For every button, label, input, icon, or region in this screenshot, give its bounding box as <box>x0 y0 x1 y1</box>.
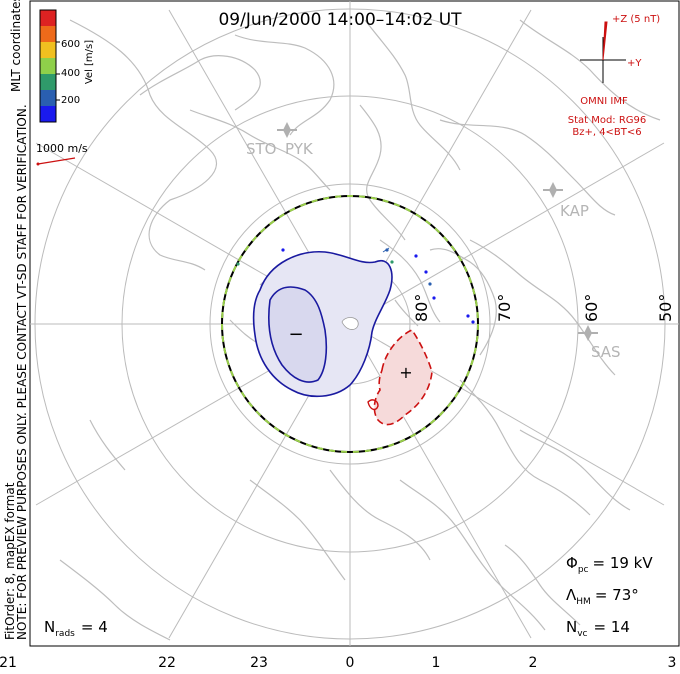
mlt-label-21: 21 <box>0 655 17 671</box>
mlt-label-0: 0 <box>346 655 355 671</box>
station-sas: SAS <box>578 325 621 361</box>
imf-source: OMNI IMF <box>580 96 628 107</box>
station-sto-pyk: STO PYK <box>246 122 314 158</box>
pole-marker <box>341 317 359 330</box>
imf-y-label: +Y <box>627 58 642 69</box>
stat-lambda-hm: ΛHM = 73° <box>566 586 639 607</box>
colorbar-tick-200: 200 <box>61 95 80 106</box>
station-kap: KAP <box>543 182 589 220</box>
station-label-sto: STO <box>246 140 277 158</box>
latitude-label-50: 50° <box>656 294 675 322</box>
colorbar-label: Vel [m/s] <box>84 40 95 84</box>
mlt-label-2: 2 <box>529 655 538 671</box>
latitude-labels: 80° 70° 60° 50° <box>412 294 675 322</box>
positive-cell-sign: + <box>399 363 412 382</box>
mlt-label-22: 22 <box>158 655 176 671</box>
stat-nrads: Nrads = 4 <box>44 618 108 639</box>
station-label-kap: KAP <box>560 202 589 220</box>
positive-convection-cell: + <box>367 329 433 426</box>
hm-boundary-green <box>221 195 479 453</box>
negative-cell-sign: − <box>288 324 303 345</box>
imf-condition: Bz+, 4<BT<6 <box>572 127 641 138</box>
preview-note: NOTE: FOR PREVIEW PURPOSES ONLY. PLEASE … <box>15 104 29 640</box>
colorbar-tick-600: 600 <box>61 39 80 50</box>
latitude-label-70: 70° <box>495 294 514 322</box>
mlt-label-1: 1 <box>432 655 441 671</box>
coordinates-note: MLT coordinates <box>9 0 23 92</box>
map-title: 09/Jun/2000 14:00–14:02 UT <box>218 10 462 30</box>
station-label-pyk: PYK <box>285 140 314 158</box>
negative-convection-cell: − <box>252 251 393 398</box>
imf-model: Stat Mod: RG96 <box>568 115 647 126</box>
imf-z-label: +Z (5 nT) <box>612 14 660 25</box>
side-notes: NOTE: FOR PREVIEW PURPOSES ONLY. PLEASE … <box>3 0 29 640</box>
colorbar-tick-400: 400 <box>61 68 80 79</box>
imf-dial: +Z (5 nT) +Y OMNI IMF Stat Mod: RG96 Bz+… <box>568 14 661 138</box>
fit-order-note: FitOrder: 8, mapEX format <box>3 482 17 640</box>
stat-phi-pc: Φpc = 19 kV <box>566 554 653 575</box>
latitude-label-60: 60° <box>582 294 601 322</box>
map-stats: Φpc = 19 kV ΛHM = 73° Nvc = 14 Nrads = 4 <box>44 554 653 639</box>
station-markers: STO PYK KAP SAS <box>246 122 621 361</box>
mlt-label-23: 23 <box>250 655 268 671</box>
stat-nvc: Nvc = 14 <box>566 618 630 639</box>
mlt-label-3: 3 <box>668 655 677 671</box>
reference-vector: 1000 m/s <box>36 142 88 166</box>
velocity-vectors <box>236 247 475 324</box>
reference-vector-label: 1000 m/s <box>36 142 88 155</box>
station-label-sas: SAS <box>591 343 621 361</box>
mlt-axis-labels: 21 22 23 0 1 2 3 <box>0 655 676 671</box>
velocity-colorbar: 600 400 200 Vel [m/s] <box>39 9 95 123</box>
latitude-label-80: 80° <box>412 294 431 322</box>
